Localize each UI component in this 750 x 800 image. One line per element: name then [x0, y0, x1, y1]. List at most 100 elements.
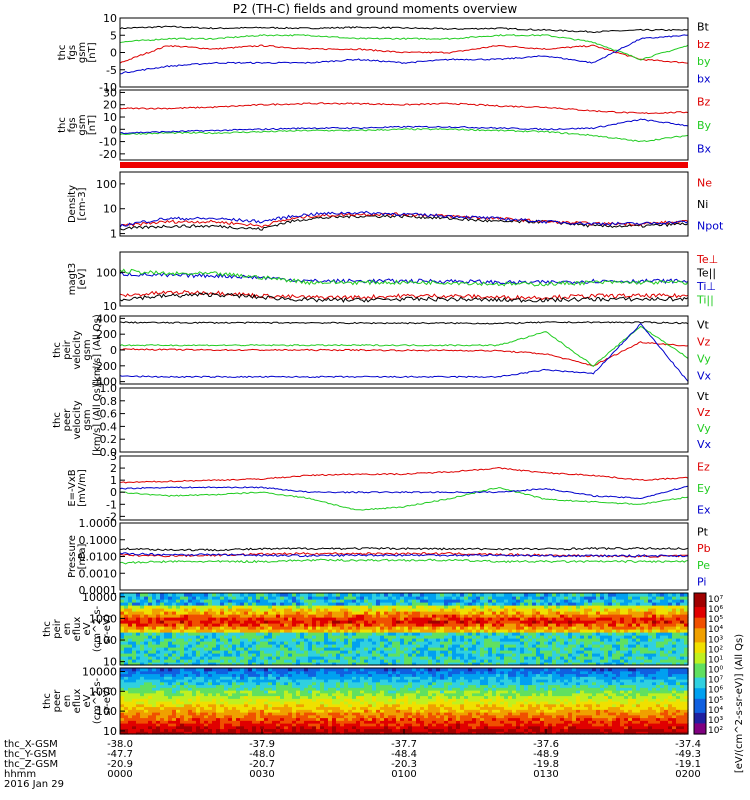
spectrogram-cell [336, 695, 341, 699]
legend-Vz: Vz [697, 406, 711, 419]
spectrogram-cell [128, 701, 133, 705]
spectrogram-cell [564, 635, 569, 639]
spectrogram-cell [348, 647, 353, 651]
spectrogram-cell [320, 620, 325, 624]
spectrogram-cell [492, 638, 497, 642]
spectrogram-cell [156, 638, 161, 642]
spectrogram-cell [300, 641, 305, 645]
spectrogram-cell [652, 614, 657, 618]
spectrogram-cell [628, 644, 633, 648]
spectrogram-cell [288, 701, 293, 705]
spectrogram-cell [272, 706, 277, 710]
spectrogram-cell [592, 605, 597, 609]
spectrogram-cell [284, 599, 289, 603]
spectrogram-cell [144, 623, 149, 627]
spectrogram-cell [316, 690, 321, 694]
spectrogram-cell [288, 614, 293, 618]
spectrogram-cell [572, 620, 577, 624]
spectrogram-cell [304, 709, 309, 713]
spectrogram-cell [456, 620, 461, 624]
spectrogram-cell [264, 638, 269, 642]
spectrogram-cell [248, 605, 253, 609]
spectrogram-cell [136, 695, 141, 699]
y-tick-label: 0.8 [100, 395, 118, 408]
spectrogram-cell [428, 632, 433, 636]
spectrogram-cell [260, 720, 265, 724]
spectrogram-cell [220, 698, 225, 702]
spectrogram-cell [528, 623, 533, 627]
spectrogram-cell [356, 629, 361, 633]
spectrogram-cell [392, 602, 397, 606]
spectrogram-cell [620, 650, 625, 654]
spectrogram-cell [264, 712, 269, 716]
spectrogram-cell [140, 629, 145, 633]
spectrogram-cell [336, 731, 341, 735]
spectrogram-cell [184, 676, 189, 680]
spectrogram-cell [516, 614, 521, 618]
spectrogram-cell [508, 602, 513, 606]
spectrogram-cell [304, 626, 309, 630]
spectrogram-cell [356, 644, 361, 648]
spectrogram-cell [600, 626, 605, 630]
spectrogram-cell [216, 623, 221, 627]
spectrogram-cell [532, 635, 537, 639]
spectrogram-cell [268, 611, 273, 615]
spectrogram-cell [348, 681, 353, 686]
spectrogram-cell [412, 626, 417, 630]
spectrogram-cell [124, 720, 129, 724]
spectrogram-cell [252, 656, 257, 660]
spectrogram-cell [152, 662, 157, 666]
spectrogram-cell [260, 717, 265, 721]
spectrogram-cell [684, 614, 689, 618]
spectrogram-cell [444, 632, 449, 636]
spectrogram-cell [292, 605, 297, 609]
spectrogram-cell [328, 698, 333, 702]
spectrogram-cell [256, 692, 261, 697]
spectrogram-cell [596, 626, 601, 630]
spectrogram-cell [264, 720, 269, 724]
spectrogram-cell [532, 644, 537, 648]
spectrogram-cell [312, 687, 317, 691]
spectrogram-cell [632, 599, 637, 603]
spectrogram-cell [284, 714, 289, 719]
spectrogram-cell [456, 662, 461, 666]
spectrogram-cell [160, 614, 165, 618]
spectrogram-cell [424, 653, 429, 657]
spectrogram-cell [512, 638, 517, 642]
spectrogram-cell [128, 626, 133, 630]
spectrogram-cell [276, 723, 281, 727]
spectrogram-cell [384, 635, 389, 639]
spectrogram-cell [676, 650, 681, 654]
spectrogram-cell [404, 620, 409, 624]
spectrogram-cell [188, 690, 193, 694]
spectrogram-cell [348, 620, 353, 624]
spectrogram-cell [476, 638, 481, 642]
spectrogram-cell [392, 626, 397, 630]
spectrogram-cell [304, 731, 309, 735]
spectrogram-cell [124, 670, 129, 675]
spectrogram-cell [256, 698, 261, 702]
spectrogram-cell [204, 611, 209, 615]
spectrogram-cell [608, 662, 613, 666]
spectrogram-cell [440, 647, 445, 651]
spectrogram-cell [168, 629, 173, 633]
spectrogram-cell [164, 668, 169, 672]
spectrogram-cell [132, 676, 137, 680]
spectrogram-cell [324, 701, 329, 705]
spectrogram-cell [292, 617, 297, 621]
spectrogram-cell [336, 635, 341, 639]
spectrogram-cell [232, 670, 237, 675]
spectrogram-cell [140, 614, 145, 618]
spectrogram-cell [580, 620, 585, 624]
spectrogram-cell [504, 653, 509, 657]
spectrogram-cell [604, 620, 609, 624]
spectrogram-cell [328, 632, 333, 636]
spectrogram-cell [496, 632, 501, 636]
spectrogram-cell [568, 593, 573, 597]
spectrogram-cell [288, 695, 293, 699]
spectrogram-cell [324, 668, 329, 672]
spectrogram-cell [360, 620, 365, 624]
spectrogram-cell [212, 670, 217, 675]
spectrogram-cell [252, 701, 257, 705]
spectrogram-cell [652, 608, 657, 612]
